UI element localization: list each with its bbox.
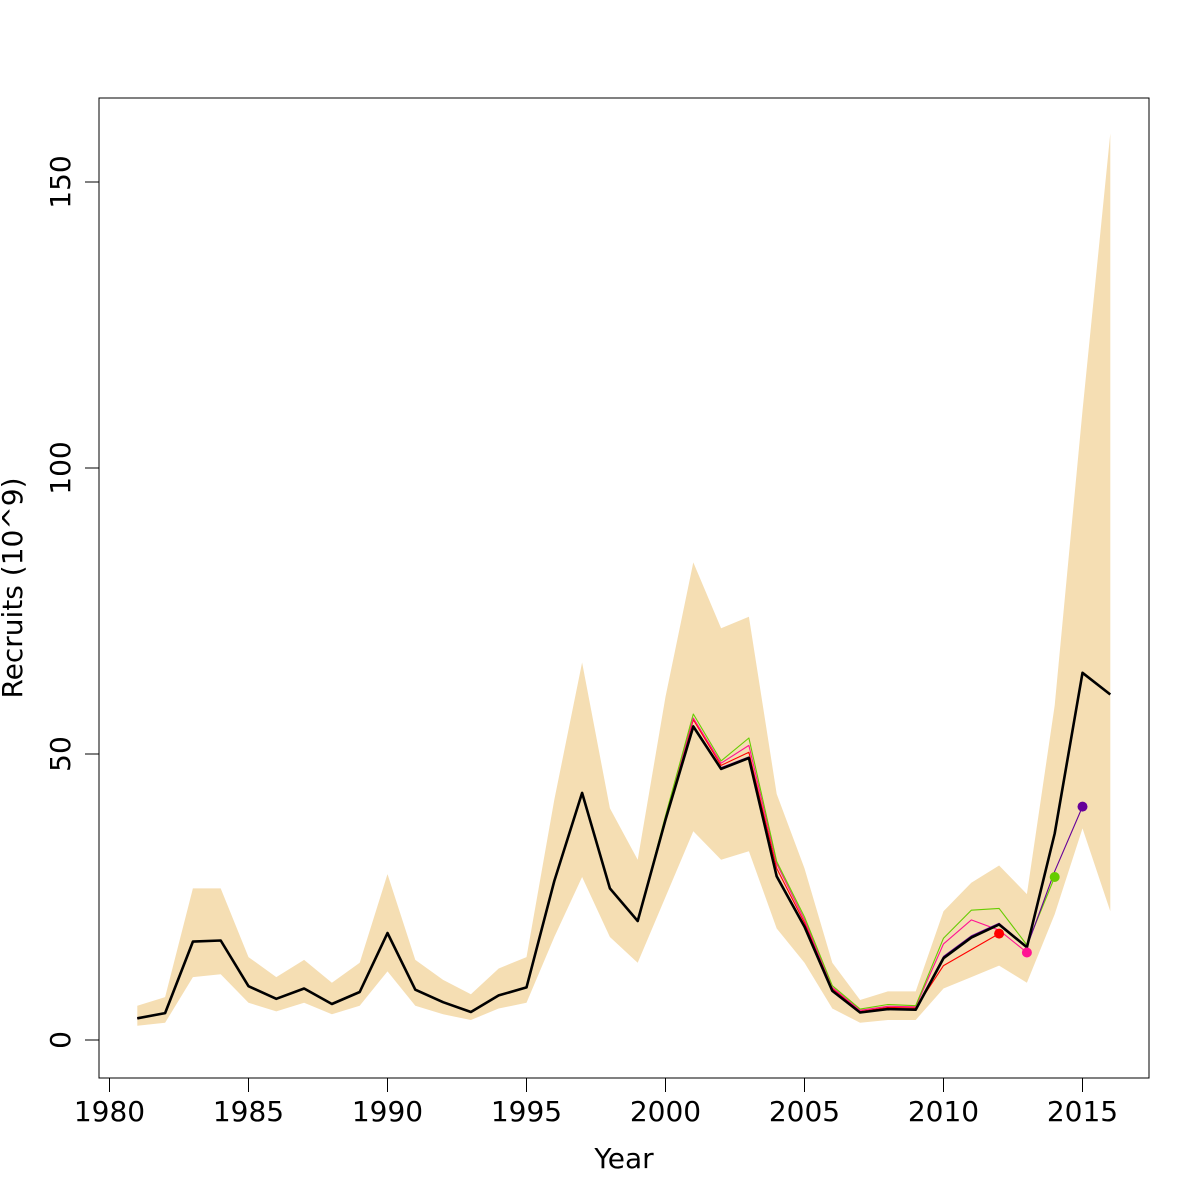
x-tick-label: 1990 [352, 1095, 423, 1128]
x-axis-title: Year [593, 1142, 654, 1175]
series-end-point-4 [1077, 801, 1088, 812]
x-tick-label: 1995 [491, 1095, 562, 1128]
y-tick-label: 50 [44, 736, 77, 772]
x-axis: 1980 1985 1990 1995 2000 2005 2010 2015 [74, 1077, 1118, 1128]
series-end-point-2 [1021, 947, 1032, 958]
x-tick-label: 2000 [630, 1095, 701, 1128]
y-tick-label: 100 [44, 441, 77, 494]
series-line-1 [137, 671, 1112, 1020]
y-axis-title: Recruits (10^9) [0, 477, 29, 698]
confidence-band [137, 133, 1111, 1026]
x-tick-label: 1980 [74, 1095, 145, 1128]
x-tick-label: 2015 [1047, 1095, 1118, 1128]
series-layer [137, 671, 1112, 1020]
series-end-point-1 [994, 928, 1005, 939]
confidence-band-layer [137, 133, 1111, 1026]
y-axis: 0 50 100 150 [44, 155, 100, 1049]
x-tick-label: 2010 [908, 1095, 979, 1128]
y-tick-label: 150 [44, 155, 77, 208]
points-layer [994, 801, 1088, 958]
x-tick-label: 2005 [769, 1095, 840, 1128]
x-tick-label: 1985 [213, 1095, 284, 1128]
series-end-point-3 [1049, 872, 1060, 882]
y-tick-label: 0 [44, 1031, 77, 1049]
